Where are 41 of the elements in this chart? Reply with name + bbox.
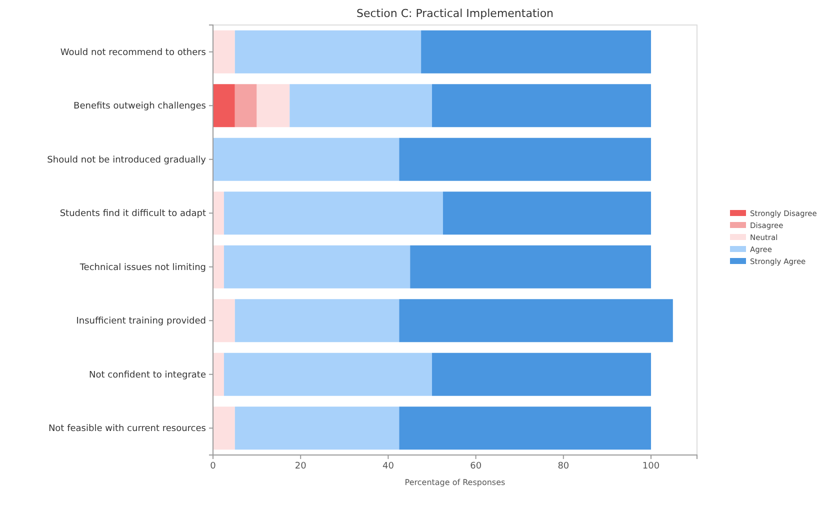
y-tick-label: Not feasible with current resources xyxy=(48,424,206,434)
bar xyxy=(213,299,235,342)
bar xyxy=(442,192,652,235)
bar xyxy=(213,84,235,128)
y-tick-label: Students find it difficult to adapt xyxy=(60,209,206,220)
bar xyxy=(234,84,257,128)
bar xyxy=(213,192,224,235)
bar xyxy=(399,299,673,342)
bar xyxy=(213,138,400,181)
bar xyxy=(213,406,235,450)
bar xyxy=(224,192,443,235)
bar xyxy=(399,138,652,181)
y-tick-label: Should not be introduced gradually xyxy=(47,155,207,166)
bar xyxy=(234,299,400,342)
bar xyxy=(290,84,432,128)
y-tick-label: Would not recommend to others xyxy=(60,48,206,58)
bar xyxy=(432,352,652,396)
bar xyxy=(213,352,224,396)
bar xyxy=(421,30,652,74)
x-tick-label: 20 xyxy=(294,461,307,472)
bar xyxy=(432,84,652,128)
bar xyxy=(234,30,422,74)
bar xyxy=(224,352,432,396)
x-tick-label: 0 xyxy=(210,461,216,472)
bar xyxy=(256,84,290,128)
x-tick-label: 40 xyxy=(382,461,394,472)
x-tick-label: 80 xyxy=(558,461,570,472)
y-tick-label: Benefits outweigh challenges xyxy=(74,102,206,112)
bar xyxy=(213,30,235,74)
bar xyxy=(410,245,652,288)
bar xyxy=(213,245,224,288)
bar xyxy=(234,406,400,450)
y-tick-label: Technical issues not limiting xyxy=(78,262,206,273)
y-tick-label: Insufficient training provided xyxy=(76,316,206,327)
x-axis-title: Percentage of Responses xyxy=(404,478,506,487)
bar xyxy=(399,406,652,450)
y-tick-label: Not confident to integrate xyxy=(89,370,206,380)
bar xyxy=(224,245,410,288)
x-tick-label: 100 xyxy=(642,461,660,472)
x-tick-label: 60 xyxy=(470,461,482,472)
chart-title: Section C: Practical Implementation xyxy=(356,7,554,20)
